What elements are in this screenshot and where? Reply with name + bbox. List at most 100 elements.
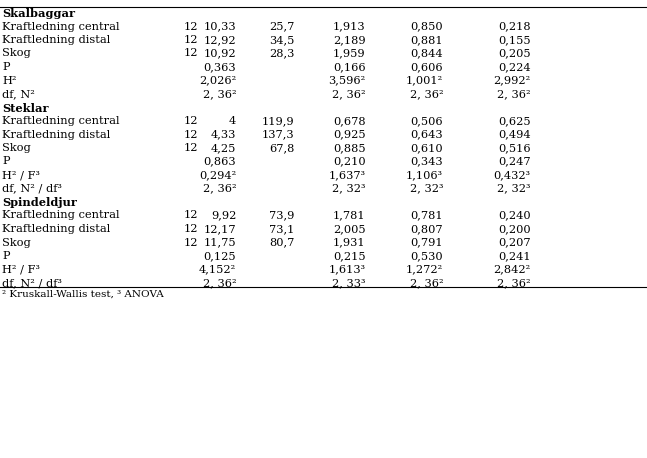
Text: df, N²: df, N²: [2, 89, 35, 99]
Text: 0,125: 0,125: [204, 251, 236, 261]
Text: 25,7: 25,7: [269, 22, 294, 32]
Text: 0,343: 0,343: [411, 157, 443, 167]
Text: H² / F³: H² / F³: [2, 170, 40, 180]
Text: 0,844: 0,844: [411, 49, 443, 59]
Text: 12: 12: [184, 238, 198, 247]
Text: 0,678: 0,678: [333, 116, 366, 126]
Text: 4,25: 4,25: [211, 143, 236, 153]
Text: 0,516: 0,516: [498, 143, 531, 153]
Text: 0,643: 0,643: [411, 130, 443, 140]
Text: 12: 12: [184, 211, 198, 220]
Text: H² / F³: H² / F³: [2, 265, 40, 274]
Text: Kraftledning central: Kraftledning central: [2, 22, 120, 32]
Text: 12: 12: [184, 224, 198, 234]
Text: 12: 12: [184, 116, 198, 126]
Text: 0,506: 0,506: [411, 116, 443, 126]
Text: 0,432³: 0,432³: [494, 170, 531, 180]
Text: 12: 12: [184, 130, 198, 140]
Text: 0,207: 0,207: [498, 238, 531, 247]
Text: 2, 36²: 2, 36²: [203, 89, 236, 99]
Text: 0,863: 0,863: [204, 157, 236, 167]
Text: 1,001²: 1,001²: [406, 76, 443, 86]
Text: 1,959: 1,959: [333, 49, 366, 59]
Text: 0,241: 0,241: [498, 251, 531, 261]
Text: 10,92: 10,92: [204, 49, 236, 59]
Text: 10,33: 10,33: [204, 22, 236, 32]
Text: 67,8: 67,8: [269, 143, 294, 153]
Text: 0,155: 0,155: [498, 35, 531, 45]
Text: 0,530: 0,530: [411, 251, 443, 261]
Text: 2,005: 2,005: [333, 224, 366, 234]
Text: 12,17: 12,17: [204, 224, 236, 234]
Text: P: P: [2, 62, 10, 72]
Text: 0,224: 0,224: [498, 62, 531, 72]
Text: 0,210: 0,210: [333, 157, 366, 167]
Text: 2, 36²: 2, 36²: [497, 278, 531, 288]
Text: 0,606: 0,606: [411, 62, 443, 72]
Text: 1,913: 1,913: [333, 22, 366, 32]
Text: Skog: Skog: [2, 238, 30, 247]
Text: 0,625: 0,625: [498, 116, 531, 126]
Text: df, N² / df³: df, N² / df³: [2, 184, 62, 193]
Text: 2, 36²: 2, 36²: [497, 89, 531, 99]
Text: P: P: [2, 251, 10, 261]
Text: 1,272²: 1,272²: [406, 265, 443, 274]
Text: ² Kruskall-Wallis test, ³ ANOVA: ² Kruskall-Wallis test, ³ ANOVA: [2, 290, 164, 299]
Text: Kraftledning distal: Kraftledning distal: [2, 130, 110, 140]
Text: 73,1: 73,1: [269, 224, 294, 234]
Text: 12,92: 12,92: [204, 35, 236, 45]
Text: Steklar: Steklar: [2, 103, 49, 114]
Text: 0,240: 0,240: [498, 211, 531, 220]
Text: 1,637³: 1,637³: [329, 170, 366, 180]
Text: 0,925: 0,925: [333, 130, 366, 140]
Text: 12: 12: [184, 22, 198, 32]
Text: 4: 4: [229, 116, 236, 126]
Text: 11,75: 11,75: [204, 238, 236, 247]
Text: 9,92: 9,92: [211, 211, 236, 220]
Text: 80,7: 80,7: [269, 238, 294, 247]
Text: 2, 36²: 2, 36²: [332, 89, 366, 99]
Text: 0,247: 0,247: [498, 157, 531, 167]
Text: 2,026²: 2,026²: [199, 76, 236, 86]
Text: 73,9: 73,9: [269, 211, 294, 220]
Text: 2, 36²: 2, 36²: [410, 278, 443, 288]
Text: 0,200: 0,200: [498, 224, 531, 234]
Text: 0,363: 0,363: [204, 62, 236, 72]
Text: Kraftledning central: Kraftledning central: [2, 116, 120, 126]
Text: P: P: [2, 157, 10, 167]
Text: 1,781: 1,781: [333, 211, 366, 220]
Text: 0,215: 0,215: [333, 251, 366, 261]
Text: Kraftledning central: Kraftledning central: [2, 211, 120, 220]
Text: 0,166: 0,166: [333, 62, 366, 72]
Text: Skog: Skog: [2, 143, 30, 153]
Text: 2, 36²: 2, 36²: [410, 89, 443, 99]
Text: 1,613³: 1,613³: [329, 265, 366, 274]
Text: 12: 12: [184, 49, 198, 59]
Text: 2, 32³: 2, 32³: [497, 184, 531, 193]
Text: 2, 32³: 2, 32³: [410, 184, 443, 193]
Text: 1,106³: 1,106³: [406, 170, 443, 180]
Text: 12: 12: [184, 35, 198, 45]
Text: 2, 33³: 2, 33³: [332, 278, 366, 288]
Text: Spindeldjur: Spindeldjur: [2, 197, 77, 208]
Text: 1,931: 1,931: [333, 238, 366, 247]
Text: 0,791: 0,791: [411, 238, 443, 247]
Text: 2,842²: 2,842²: [493, 265, 531, 274]
Text: 28,3: 28,3: [269, 49, 294, 59]
Text: 2,992²: 2,992²: [493, 76, 531, 86]
Text: 119,9: 119,9: [262, 116, 294, 126]
Text: H²: H²: [2, 76, 16, 86]
Text: 0,807: 0,807: [411, 224, 443, 234]
Text: Kraftledning distal: Kraftledning distal: [2, 224, 110, 234]
Text: 0,494: 0,494: [498, 130, 531, 140]
Text: 4,152²: 4,152²: [199, 265, 236, 274]
Text: 0,610: 0,610: [411, 143, 443, 153]
Text: 0,881: 0,881: [411, 35, 443, 45]
Text: 137,3: 137,3: [262, 130, 294, 140]
Text: df, N² / df³: df, N² / df³: [2, 278, 62, 288]
Text: 0,850: 0,850: [411, 22, 443, 32]
Text: Kraftledning distal: Kraftledning distal: [2, 35, 110, 45]
Text: Skog: Skog: [2, 49, 30, 59]
Text: 0,781: 0,781: [411, 211, 443, 220]
Text: 34,5: 34,5: [269, 35, 294, 45]
